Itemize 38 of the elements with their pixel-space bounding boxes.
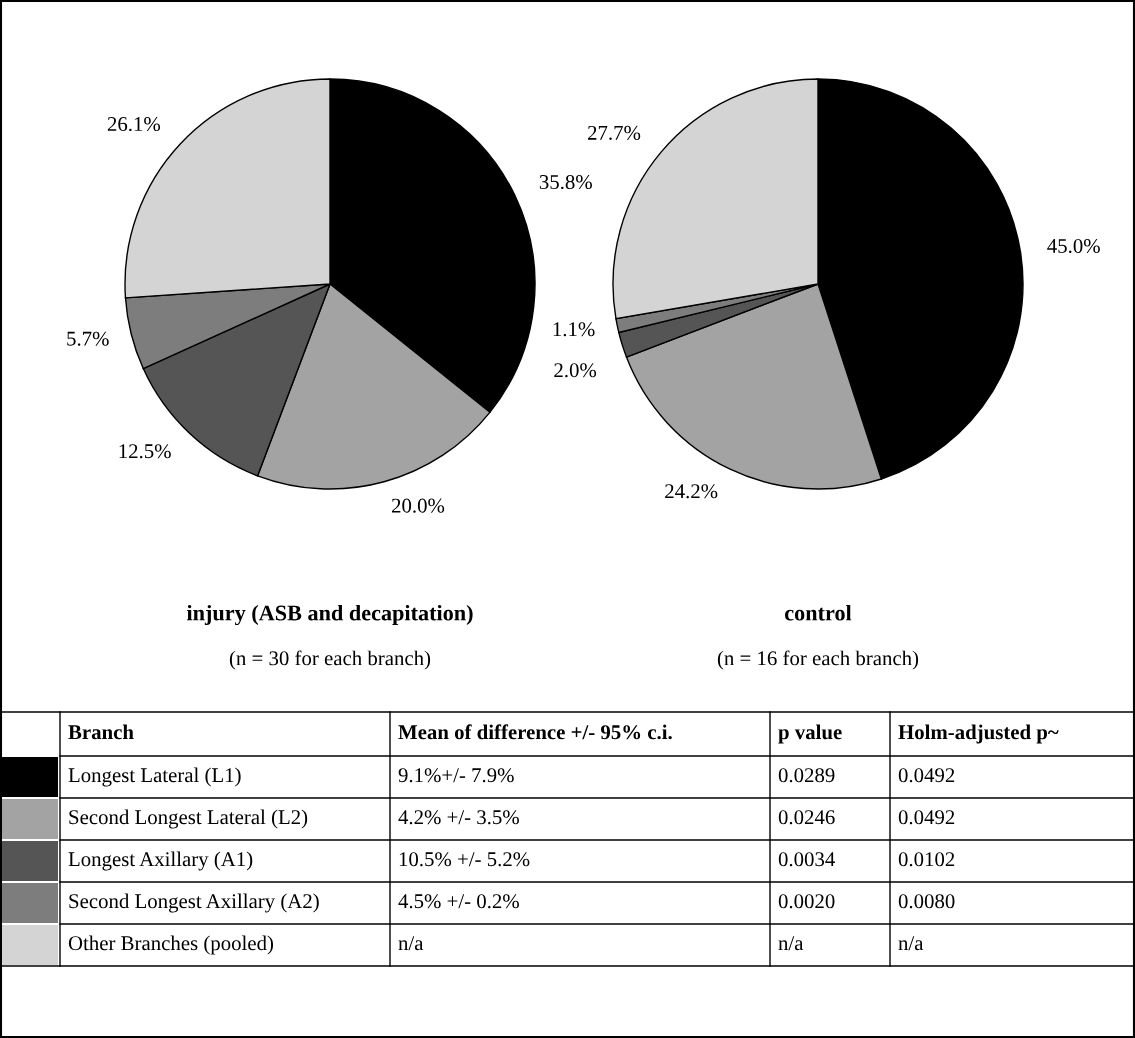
data-label: 24.2% bbox=[665, 484, 718, 499]
legend-label: Second Longest Axillary (A2) bbox=[69, 893, 319, 913]
text: 0.0034 bbox=[778, 852, 835, 867]
legend-label: Other Branches (pooled) bbox=[68, 935, 274, 955]
data-label: 1.1% bbox=[553, 322, 595, 337]
text: control bbox=[785, 604, 852, 621]
text: injury (ASB and decapitation) bbox=[186, 604, 473, 626]
text: p value bbox=[778, 724, 842, 744]
text: 0.0246 bbox=[778, 810, 835, 825]
text: 10.5% +/- 5.2% bbox=[399, 852, 530, 867]
legend-label: Longest Axillary (A1) bbox=[68, 851, 253, 871]
legend-label: Longest Lateral (L1) bbox=[68, 767, 241, 787]
data-label: 20.0% bbox=[391, 498, 445, 513]
data-label: 35.8% bbox=[539, 174, 592, 190]
legend-label: Second Longest Lateral (L2) bbox=[69, 809, 308, 829]
text: Mean of difference +/- 95% c.i. bbox=[398, 724, 672, 740]
text: 0.0492 bbox=[898, 810, 955, 825]
data-label: 5.7% bbox=[67, 331, 109, 346]
text: 0.0080 bbox=[898, 894, 955, 909]
text: 9.1%+/- 7.9% bbox=[398, 768, 514, 783]
text: n/a bbox=[778, 936, 804, 951]
text: 4.5% +/- 0.2% bbox=[398, 894, 519, 909]
data-label: 45.0% bbox=[1047, 238, 1100, 254]
data-label: 2.0% bbox=[554, 363, 597, 378]
text: 0.0020 bbox=[778, 894, 835, 909]
text: (n = 16 for each branch) bbox=[717, 650, 919, 670]
text: 0.0102 bbox=[898, 852, 955, 867]
data-label: 12.5% bbox=[119, 444, 171, 459]
data-label: 26.1% bbox=[107, 116, 161, 132]
text: 0.0492 bbox=[898, 768, 955, 783]
data-label: 27.7% bbox=[588, 125, 641, 140]
text: n/a bbox=[898, 936, 924, 951]
text: Branch bbox=[68, 724, 134, 740]
text: 4.2% +/- 3.5% bbox=[398, 810, 519, 825]
text: Holm-adjusted p~ bbox=[898, 724, 1059, 744]
text: n/a bbox=[398, 936, 424, 951]
text: (n = 30 for each branch) bbox=[229, 650, 431, 670]
text: 0.0289 bbox=[778, 768, 835, 783]
